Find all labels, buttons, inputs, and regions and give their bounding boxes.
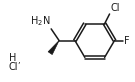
Text: Cl: Cl <box>9 62 18 72</box>
Text: Cl: Cl <box>111 3 120 13</box>
Text: ’: ’ <box>18 62 20 71</box>
Text: H$_2$N: H$_2$N <box>30 14 50 28</box>
Text: H: H <box>9 53 16 63</box>
Text: F: F <box>124 36 130 46</box>
Polygon shape <box>48 41 59 55</box>
